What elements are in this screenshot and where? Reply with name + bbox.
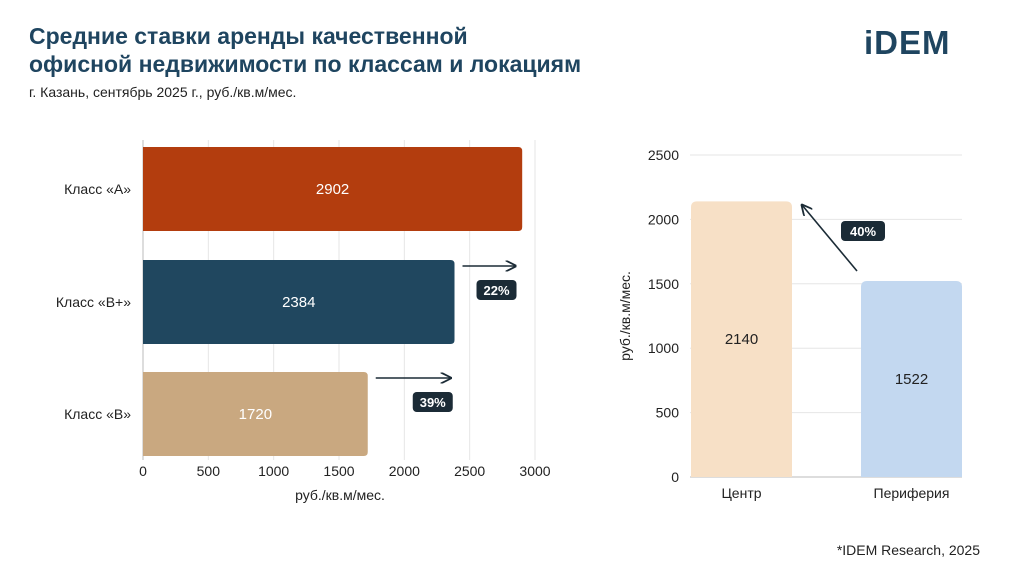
percent-badge-label: 39%: [420, 395, 446, 410]
chart-subtitle: г. Казань, сентябрь 2025 г., руб./кв.м/м…: [29, 84, 297, 100]
bar: [691, 201, 792, 478]
percent-badge-label: 40%: [850, 224, 876, 239]
bar-value-label: 2384: [282, 294, 315, 311]
bar: [143, 372, 368, 456]
x-tick-label: 1000: [258, 463, 289, 479]
x-axis-title: руб./кв.м/мес.: [295, 487, 385, 503]
bar: [143, 260, 455, 344]
percent-badge: [476, 280, 517, 300]
y-tick-label: 0: [671, 469, 679, 485]
y-axis-title: руб./кв.м/мес.: [617, 271, 633, 361]
growth-arrow: [802, 205, 858, 272]
x-tick-label: 1500: [323, 463, 354, 479]
y-tick-label: 500: [656, 405, 680, 421]
category-label: Класс «B+»: [56, 294, 131, 310]
category-label: Центр: [721, 485, 761, 501]
x-tick-label: 2000: [389, 463, 420, 479]
y-tick-label: 2500: [648, 147, 679, 163]
x-tick-label: 3000: [519, 463, 550, 479]
title-line-1: Средние ставки аренды качественной: [29, 23, 468, 49]
x-tick-label: 500: [197, 463, 221, 479]
category-label: Периферия: [874, 485, 950, 501]
bar: [861, 280, 962, 477]
bar-value-label: 1522: [895, 371, 928, 388]
category-label: Класс «B»: [64, 406, 131, 422]
percent-badge: [412, 392, 453, 412]
bar-value-label: 2902: [316, 181, 349, 198]
percent-badge-label: 22%: [483, 283, 509, 298]
x-tick-label: 2500: [454, 463, 485, 479]
title-line-2: офисной недвижимости по классам и локаци…: [29, 51, 582, 77]
category-label: Класс «А»: [64, 181, 131, 197]
bar-value-label: 2140: [725, 331, 758, 348]
chart-title: Средние ставки аренды качественной офисн…: [29, 22, 581, 78]
idem-logo: iDEM: [864, 24, 951, 61]
percent-badge: [841, 221, 885, 241]
bar: [143, 147, 523, 231]
bar-value-label: 1720: [239, 406, 272, 423]
y-tick-label: 2000: [648, 211, 679, 227]
source-note: *IDEM Research, 2025: [836, 542, 980, 558]
y-tick-label: 1000: [648, 340, 679, 356]
x-tick-label: 0: [139, 463, 147, 479]
y-tick-label: 1500: [648, 276, 679, 292]
